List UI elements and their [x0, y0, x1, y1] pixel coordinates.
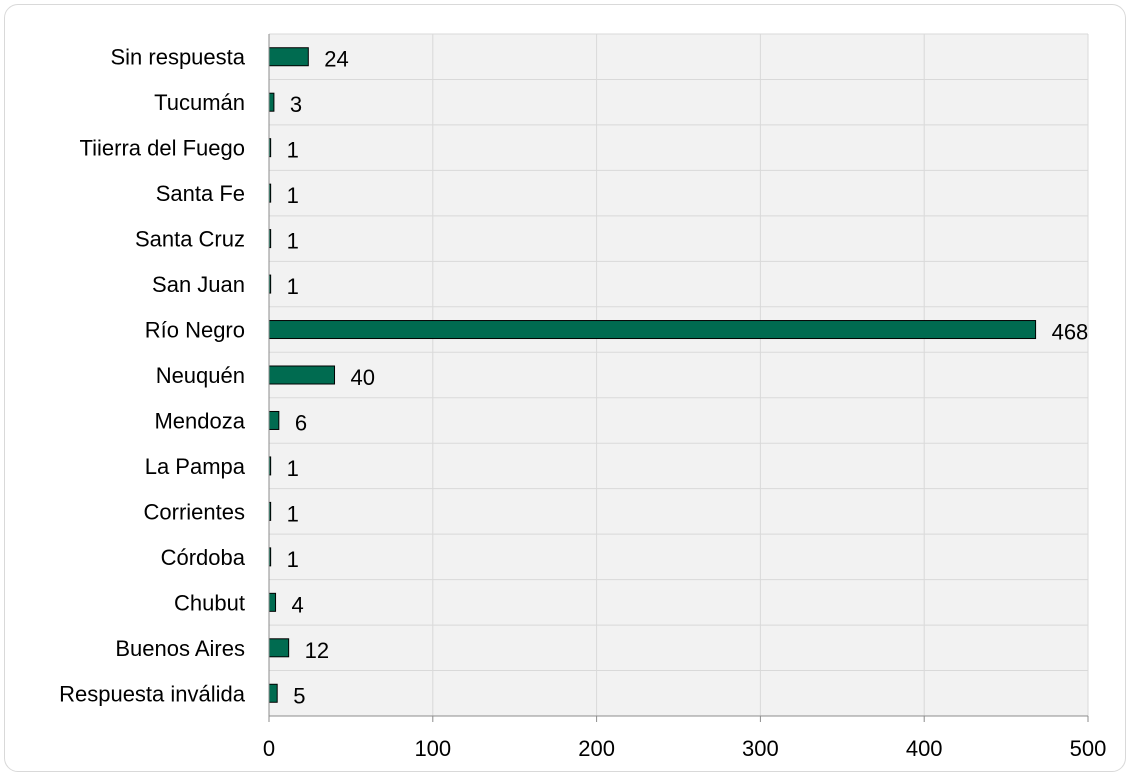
data-label: 4 — [292, 592, 304, 617]
category-label: Río Negro — [145, 318, 245, 343]
category-label: Córdoba — [161, 545, 246, 570]
data-label: 1 — [287, 456, 299, 481]
category-label: La Pampa — [145, 454, 246, 479]
bar — [268, 683, 278, 703]
data-label: 1 — [287, 183, 299, 208]
category-label: Santa Cruz — [135, 227, 245, 252]
data-label: 40 — [351, 365, 375, 390]
data-label: 6 — [295, 410, 307, 435]
data-label: 1 — [287, 547, 299, 572]
data-label: 3 — [290, 92, 302, 117]
category-label: Chubut — [174, 590, 245, 615]
gridlines — [269, 33, 1089, 717]
bar — [268, 47, 309, 67]
category-label: Buenos Aires — [115, 636, 245, 661]
data-label: 24 — [324, 47, 348, 72]
category-label: San Juan — [152, 272, 245, 297]
x-tick-label: 0 — [263, 736, 275, 761]
x-tick-label: 500 — [1070, 736, 1107, 761]
bar — [268, 592, 277, 612]
bars — [268, 47, 1037, 703]
labels: 0 100 200 300 400 500 Sin respuesta 24 Tucumán 3 T… — [59, 45, 1106, 761]
x-tick-label: 100 — [414, 736, 451, 761]
bar — [268, 320, 1037, 340]
category-label: Tucumán — [154, 90, 245, 115]
axes — [268, 34, 1089, 722]
category-label: Santa Fe — [156, 181, 245, 206]
category-label: Corrientes — [144, 499, 245, 524]
data-label: 1 — [287, 501, 299, 526]
data-label: 1 — [287, 229, 299, 254]
category-label: Neuquén — [156, 363, 245, 388]
plot-area — [269, 34, 1088, 716]
data-label: 468 — [1052, 320, 1089, 345]
bar — [268, 638, 290, 658]
category-label: Sin respuesta — [110, 45, 245, 70]
x-tick-label: 400 — [906, 736, 943, 761]
category-label: Tiierra del Fuego — [80, 136, 245, 161]
bar — [268, 92, 275, 112]
bar — [268, 410, 280, 430]
data-label: 5 — [293, 683, 305, 708]
data-label: 12 — [305, 638, 329, 663]
data-label: 1 — [287, 274, 299, 299]
bar — [268, 365, 336, 385]
category-label: Respuesta inválida — [59, 681, 246, 706]
x-tick-label: 300 — [742, 736, 779, 761]
category-label: Mendoza — [154, 408, 245, 433]
data-label: 1 — [287, 138, 299, 163]
x-tick-label: 200 — [578, 736, 615, 761]
